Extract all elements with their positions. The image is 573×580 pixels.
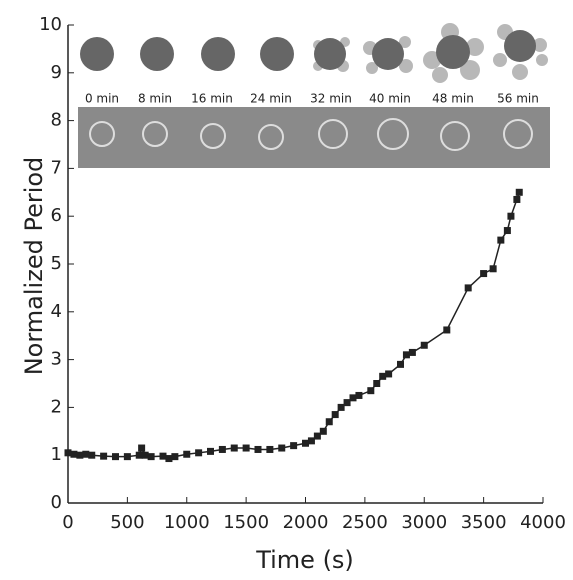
data-point bbox=[254, 445, 262, 453]
data-point bbox=[165, 455, 173, 463]
data-point bbox=[70, 450, 78, 458]
data-point bbox=[420, 341, 428, 349]
data-point bbox=[218, 445, 226, 453]
data-point bbox=[373, 380, 381, 387]
data-point bbox=[489, 265, 497, 273]
time-label: 32 min bbox=[310, 92, 352, 106]
data-point bbox=[307, 437, 315, 445]
data-point bbox=[319, 427, 327, 435]
data-point bbox=[135, 451, 143, 459]
time-label: 8 min bbox=[138, 92, 172, 106]
x-tick-label: 2500 bbox=[342, 512, 388, 533]
data-point bbox=[513, 195, 521, 203]
x-tick-label: 3000 bbox=[401, 512, 447, 533]
data-point bbox=[507, 212, 515, 220]
data-point bbox=[367, 387, 375, 395]
x-tick-label: 500 bbox=[110, 512, 144, 533]
time-label: 0 min bbox=[85, 92, 119, 106]
x-axis-label: Time (s) bbox=[255, 546, 354, 574]
cell-images bbox=[78, 23, 550, 168]
data-point bbox=[325, 418, 333, 426]
data-point bbox=[408, 348, 416, 356]
data-point bbox=[230, 444, 238, 452]
x-tick-label: 1000 bbox=[164, 512, 210, 533]
data-point bbox=[138, 444, 146, 452]
data-point bbox=[355, 391, 363, 399]
y-tick-label: 4 bbox=[51, 301, 62, 322]
data-point bbox=[141, 451, 149, 459]
data-point bbox=[497, 236, 505, 244]
data-point bbox=[385, 370, 393, 378]
y-tick-label: 7 bbox=[51, 157, 62, 178]
data-point bbox=[503, 227, 511, 235]
data-point bbox=[349, 394, 357, 402]
data-point bbox=[515, 188, 523, 196]
time-label: 16 min bbox=[191, 92, 233, 106]
time-label: 48 min bbox=[432, 92, 474, 106]
y-axis-label: Normalized Period bbox=[20, 157, 48, 376]
data-point bbox=[402, 351, 410, 359]
data-point bbox=[397, 360, 404, 368]
data-point bbox=[183, 450, 191, 458]
data-point bbox=[464, 284, 472, 292]
data-point bbox=[278, 444, 286, 452]
data-point bbox=[147, 453, 155, 461]
y-tick-label: 10 bbox=[39, 14, 62, 35]
x-tick-label: 2000 bbox=[283, 512, 329, 533]
data-point bbox=[313, 432, 321, 440]
data-point bbox=[443, 326, 451, 334]
data-point bbox=[266, 445, 274, 453]
y-tick-label: 6 bbox=[51, 205, 62, 226]
y-tick-label: 5 bbox=[51, 253, 62, 274]
series-line bbox=[67, 192, 520, 460]
data-point bbox=[82, 450, 90, 458]
y-tick-label: 1 bbox=[51, 444, 62, 465]
data-point bbox=[302, 439, 309, 447]
y-tick-label: 3 bbox=[51, 349, 62, 370]
data-point bbox=[195, 449, 203, 457]
data-point bbox=[171, 453, 179, 461]
x-tick-label: 4000 bbox=[520, 512, 566, 533]
data-point bbox=[159, 452, 167, 460]
data-point bbox=[64, 449, 72, 457]
y-tick-label: 0 bbox=[51, 492, 62, 513]
data-point bbox=[112, 453, 119, 461]
x-tick-label: 3500 bbox=[461, 512, 507, 533]
data-point bbox=[76, 451, 84, 459]
data-point bbox=[100, 452, 108, 460]
micrograph-strip bbox=[78, 107, 550, 168]
time-label: 56 min bbox=[497, 92, 539, 106]
data-point bbox=[331, 411, 339, 419]
data-point bbox=[242, 444, 250, 452]
data-point bbox=[337, 403, 345, 411]
data-point bbox=[290, 442, 298, 450]
time-label: 40 min bbox=[369, 92, 411, 106]
y-tick-label: 2 bbox=[51, 396, 62, 417]
data-point bbox=[88, 451, 96, 459]
data-point bbox=[379, 372, 387, 380]
y-tick-label: 9 bbox=[51, 62, 62, 83]
x-tick-label: 1500 bbox=[223, 512, 269, 533]
time-label: 24 min bbox=[250, 92, 292, 106]
x-tick-label: 0 bbox=[62, 512, 73, 533]
data-point bbox=[123, 453, 131, 461]
data-point bbox=[480, 270, 488, 278]
y-tick-label: 8 bbox=[51, 110, 62, 131]
data-point bbox=[207, 447, 214, 455]
data-point bbox=[343, 399, 351, 407]
